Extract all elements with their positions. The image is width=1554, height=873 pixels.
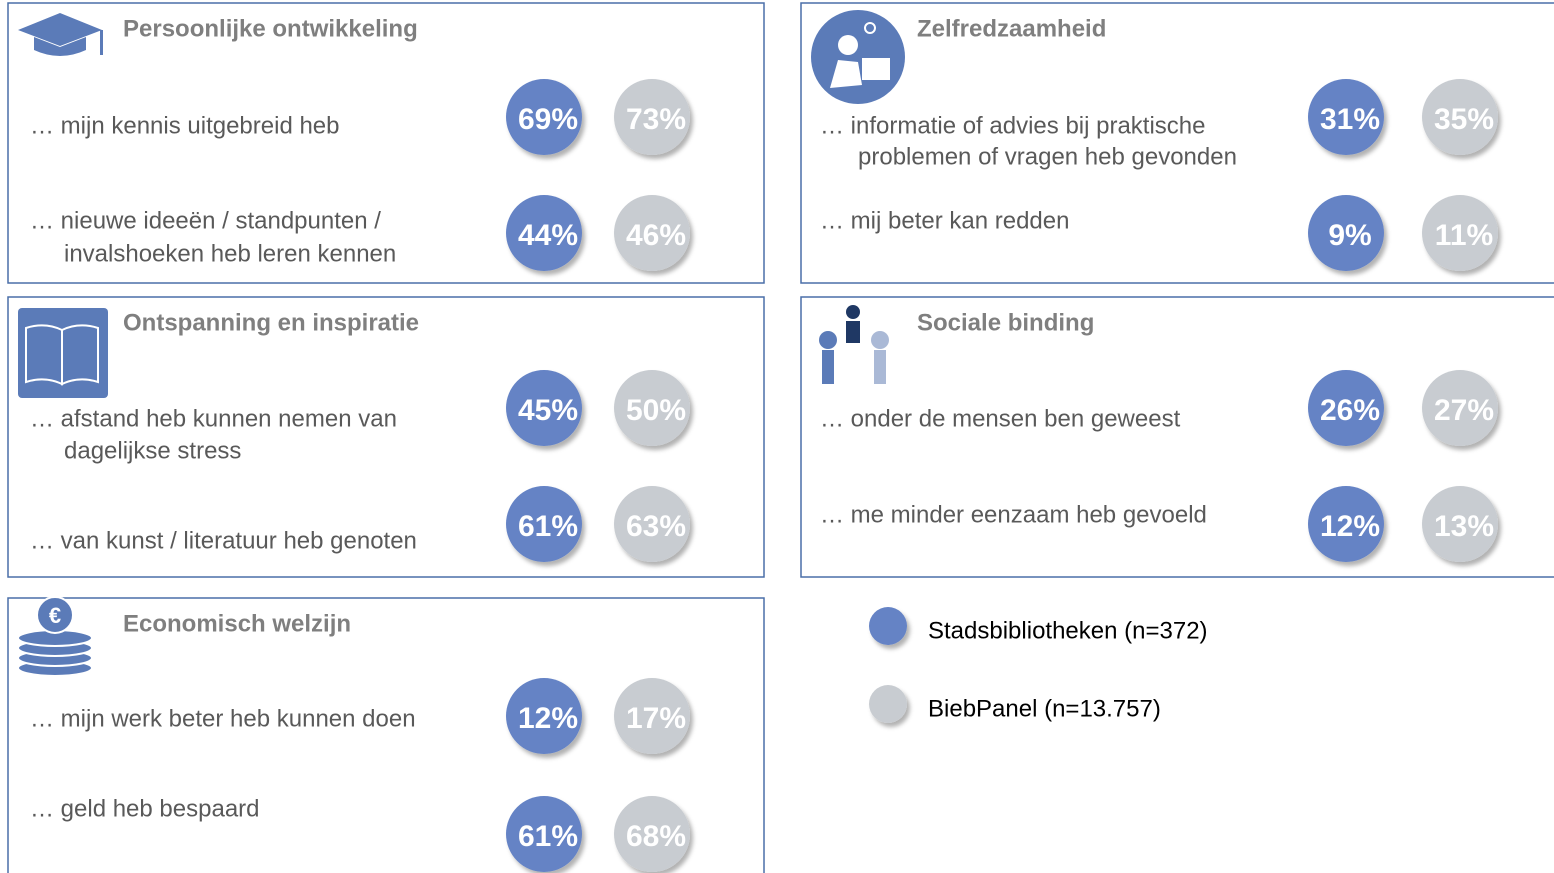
item-text: … me minder eenzaam heb gevoeld — [820, 501, 1207, 528]
item-text: … mijn werk beter heb kunnen doen — [30, 705, 416, 732]
pct-stadsbibliotheken: 9% — [1328, 219, 1371, 252]
icon-person-laptop — [811, 10, 905, 104]
pct-biebpanel: 13% — [1434, 510, 1494, 543]
pct-biebpanel: 50% — [626, 394, 686, 427]
pct-stadsbibliotheken: 26% — [1320, 394, 1380, 427]
pct-stadsbibliotheken: 31% — [1320, 103, 1380, 136]
pct-biebpanel: 46% — [626, 219, 686, 252]
panel-title: Economisch welzijn — [123, 610, 351, 637]
item-text: … geld heb bespaard — [30, 795, 260, 822]
pct-stadsbibliotheken: 44% — [518, 219, 578, 252]
pct-biebpanel: 73% — [626, 103, 686, 136]
panel-title: Persoonlijke ontwikkeling — [123, 15, 418, 42]
panel-title: Ontspanning en inspiratie — [123, 309, 419, 336]
pct-stadsbibliotheken: 12% — [1320, 510, 1380, 543]
svg-text:€: € — [49, 603, 61, 628]
infographic: € Persoonlijke ontwikkeling … mijn kennis… — [0, 0, 1554, 873]
panel-title: Zelfredzaamheid — [917, 15, 1106, 42]
legend-swatch — [869, 607, 907, 645]
pct-biebpanel: 63% — [626, 510, 686, 543]
item-text: … mij beter kan redden — [820, 207, 1069, 234]
panel-title: Sociale binding — [917, 309, 1094, 336]
item-text: … onder de mensen ben geweest — [820, 405, 1181, 432]
pct-stadsbibliotheken: 69% — [518, 103, 578, 136]
item-text: dagelijkse stress — [64, 437, 241, 464]
item-text: … mijn kennis uitgebreid heb — [30, 112, 340, 139]
pct-stadsbibliotheken: 45% — [518, 394, 578, 427]
pct-biebpanel: 11% — [1435, 219, 1493, 252]
legend-label: BiebPanel (n=13.757) — [928, 695, 1161, 722]
item-text: … informatie of advies bij praktische — [820, 112, 1206, 139]
icon-book — [18, 308, 108, 398]
legend-label: Stadsbibliotheken (n=372) — [928, 617, 1208, 644]
pct-biebpanel: 35% — [1434, 103, 1494, 136]
item-text: … van kunst / literatuur heb genoten — [30, 527, 417, 554]
pct-biebpanel: 27% — [1434, 394, 1494, 427]
pct-stadsbibliotheken: 12% — [518, 702, 578, 735]
pct-biebpanel: 68% — [626, 820, 686, 853]
pct-stadsbibliotheken: 61% — [518, 510, 578, 543]
pct-stadsbibliotheken: 61% — [518, 820, 578, 853]
item-text: invalshoeken heb leren kennen — [64, 240, 396, 267]
item-text: … afstand heb kunnen nemen van — [30, 405, 397, 432]
legend-swatch — [869, 685, 907, 723]
item-text: problemen of vragen heb gevonden — [858, 143, 1237, 170]
item-text: … nieuwe ideeën / standpunten / — [30, 207, 381, 234]
pct-biebpanel: 17% — [626, 702, 686, 735]
